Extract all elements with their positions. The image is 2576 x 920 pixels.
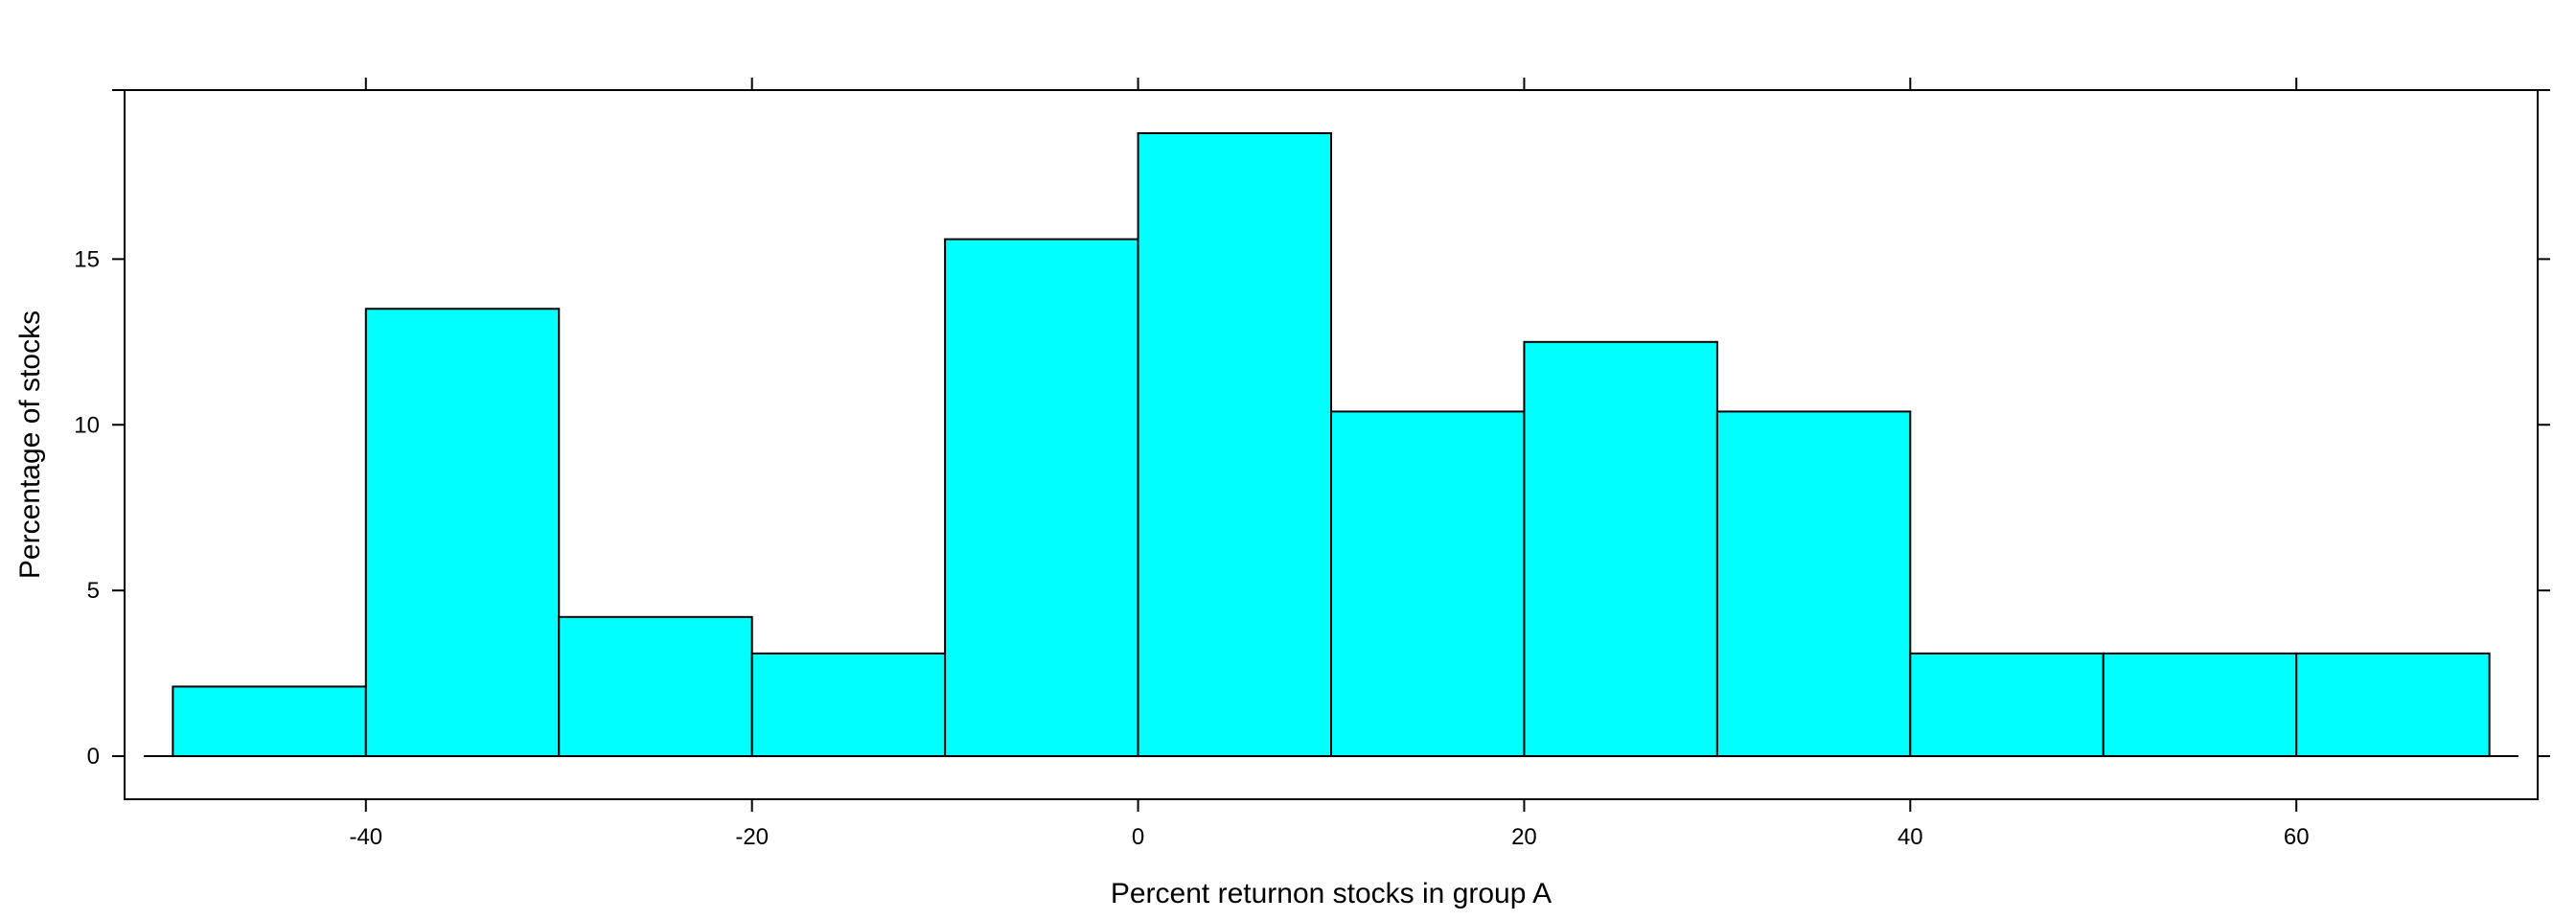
x-tick-label: 0 <box>1132 824 1144 850</box>
histogram-bar <box>1909 652 2104 758</box>
histogram-bar <box>558 615 753 758</box>
histogram-bar <box>1715 410 1912 758</box>
x-tick-label: -20 <box>735 824 769 850</box>
x-tick-label: 40 <box>1898 824 1923 850</box>
histogram-bar <box>1523 340 1718 758</box>
y-tick-label: 5 <box>87 578 100 604</box>
x-tick-label: 20 <box>1511 824 1537 850</box>
histogram-bar <box>1330 410 1526 758</box>
y-tick-label: 0 <box>87 744 100 770</box>
histogram-bar <box>2102 652 2298 758</box>
histogram-bar <box>2295 652 2491 758</box>
histogram-bar <box>750 652 947 758</box>
plot-frame <box>124 89 2539 800</box>
histogram-bar <box>364 308 561 758</box>
x-axis-title: Percent returnon stocks in group A <box>1111 878 1552 909</box>
bars-group <box>172 131 2491 758</box>
x-axis-ticks: -40 -20 0 20 40 60 <box>349 78 2310 850</box>
y-axis-title: Percentage of stocks <box>14 310 46 579</box>
histogram-bar <box>944 238 1139 758</box>
histogram-bar <box>1137 131 1333 758</box>
x-tick-label: 60 <box>2284 824 2310 850</box>
x-tick-label: -40 <box>349 824 382 850</box>
histogram-bar <box>172 685 367 758</box>
y-tick-label: 15 <box>74 246 100 272</box>
y-axis-ticks: 0 5 10 15 <box>74 89 2550 770</box>
y-tick-label: 10 <box>74 412 100 438</box>
